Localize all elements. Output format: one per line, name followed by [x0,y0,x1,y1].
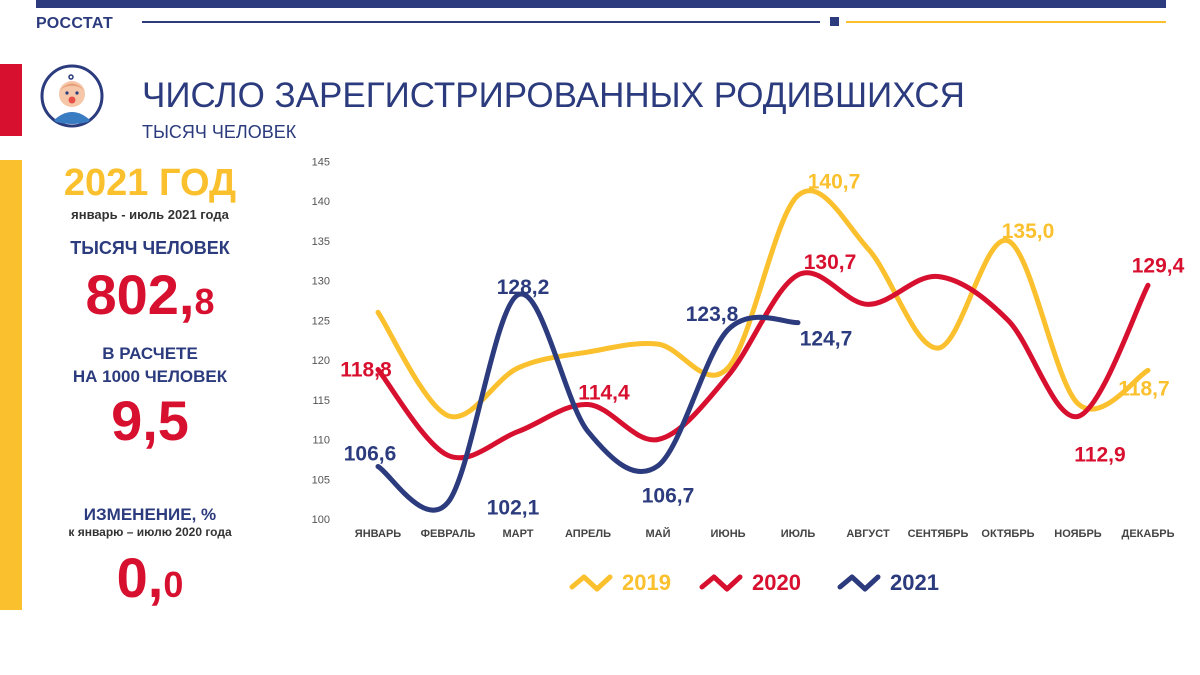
data-label-2019: 118,7 [1118,377,1169,400]
change-label: ИЗМЕНЕНИЕ, % [83,505,217,524]
x-tick-label: ФЕВРАЛЬ [421,528,476,540]
data-point-2021 [796,320,801,325]
rate-label: В РАСЧЕТЕ НА 1000 ЧЕЛОВЕК [30,342,270,388]
change-value: 0,0 [30,545,270,610]
data-point-2019 [1076,401,1081,406]
data-point-2020 [656,437,661,442]
data-label-2020: 112,9 [1074,443,1125,466]
data-label-2019: 140,7 [808,170,861,193]
legend-swatch-2019 [569,574,613,592]
data-point-2020 [1076,414,1081,419]
header-rule-yellow [846,21,1166,23]
x-tick-label: АВГУСТ [846,528,890,540]
total-label: ТЫСЯЧ ЧЕЛОВЕК [70,238,230,258]
data-point-2021 [446,500,451,505]
x-tick-label: ОКТЯБРЬ [981,528,1034,540]
x-tick-label: ИЮНЬ [710,528,745,540]
data-point-2020 [726,373,731,378]
data-label-2021: 102,1 [487,496,540,519]
legend-label-2020: 2020 [752,570,801,595]
rate-value: 9,5 [111,389,189,452]
data-point-2020 [1006,318,1011,323]
data-point-2021 [586,429,591,434]
data-point-2020 [866,302,871,307]
legend-swatch-2020 [699,574,743,592]
data-label-2021: 123,8 [686,303,739,326]
accent-tab [0,64,22,136]
data-point-2019 [936,346,941,351]
x-tick-label: АПРЕЛЬ [565,528,611,540]
change-value-dec: 0 [163,564,184,605]
change-value-int: 0, [116,546,164,609]
data-label-2020: 129,4 [1132,254,1185,277]
series-line-2019 [375,188,1151,420]
y-tick-label: 125 [312,315,330,327]
data-point-2020 [936,274,941,279]
total-value-int: 802, [85,263,195,326]
data-label-2019: 135,0 [1002,220,1055,243]
data-point-2019 [586,350,591,355]
x-tick-label: СЕНТЯБРЬ [908,528,969,540]
top-bar [36,0,1166,8]
y-tick-label: 100 [312,514,330,526]
data-point-2019 [516,365,521,370]
y-tick-label: 145 [312,156,330,168]
data-point-2019 [1146,368,1151,373]
data-point-2020 [516,429,521,434]
data-point-2019 [376,310,381,315]
accent-bar [0,160,22,610]
data-label-2021: 124,7 [800,328,853,351]
y-tick-label: 105 [312,474,330,486]
rate-label-line1: В РАСЧЕТЕ [102,344,198,363]
legend-label-2019: 2019 [622,570,671,595]
legend-swatch-2021 [837,574,881,592]
x-tick-label: ДЕКАБРЬ [1122,528,1175,540]
series-line-2020 [375,270,1151,461]
y-tick-label: 135 [312,236,330,248]
rate-label-line2: НА 1000 ЧЕЛОВЕК [72,367,228,386]
data-point-2019 [796,193,801,198]
brand-name: РОССТАТ [36,15,114,32]
data-label-2021: 128,2 [497,276,550,299]
data-label-2021: 106,7 [642,485,695,508]
data-point-2021 [656,463,661,468]
header-rule-square [830,17,839,26]
data-point-2020 [1146,283,1151,288]
data-label-2020: 130,7 [804,251,857,274]
data-label-2021: 106,6 [344,443,397,466]
data-label-2020: 114,4 [578,382,630,405]
y-tick-label: 130 [312,276,330,288]
legend-label-2021: 2021 [890,570,939,595]
total-value-dec: 8 [194,281,215,322]
series-line-2021 [375,291,801,513]
y-tick-label: 140 [312,196,330,208]
change-sublabel: к январю – июлю 2020 года [68,525,232,539]
data-point-2020 [796,272,801,277]
x-tick-label: ЯНВАРЬ [355,528,402,540]
baby-icon [40,64,104,128]
header-rule-blue [142,21,820,23]
x-tick-label: ИЮЛЬ [781,528,816,540]
x-tick-label: МАЙ [645,527,670,540]
x-tick-label: МАРТ [502,528,533,540]
y-tick-label: 115 [312,395,330,407]
period-label: январь - июль 2021 года [71,207,229,222]
page-title: ЧИСЛО ЗАРЕГИСТРИРОВАННЫХ РОДИВШИХСЯ [142,76,965,115]
y-tick-label: 120 [312,355,330,367]
page-subtitle: ТЫСЯЧ ЧЕЛОВЕК [142,122,297,142]
data-point-2019 [446,413,451,418]
data-point-2019 [866,246,871,251]
data-point-2021 [726,327,731,332]
births-chart: 100 105 110 115 120 125 130 135 140 145 ЯНВАРЬ ФЕВР… [312,156,1185,595]
year-title: 2021 ГОД [63,162,237,204]
x-tick-label: НОЯБРЬ [1054,528,1102,540]
data-point-2019 [656,342,661,347]
total-value: 802,8 [30,262,270,327]
data-point-2020 [446,453,451,458]
y-tick-label: 110 [312,435,330,447]
data-label-2020: 118,8 [340,359,392,382]
